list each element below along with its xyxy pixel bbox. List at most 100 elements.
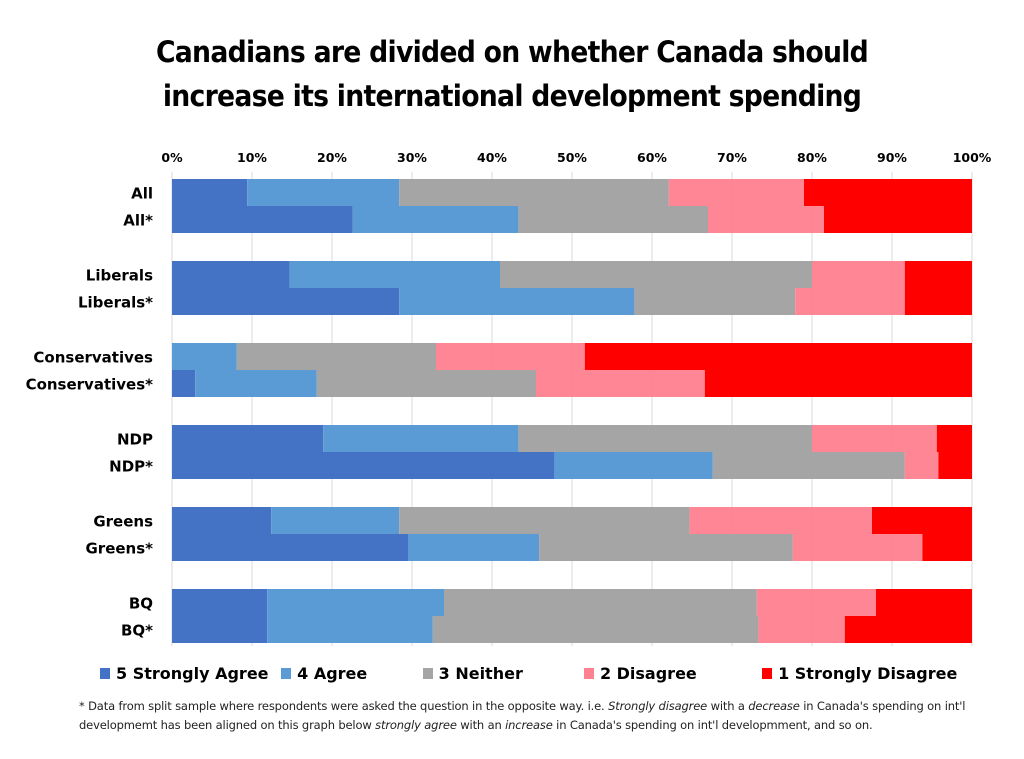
bar-segment [872, 507, 972, 534]
category-label: BQ [129, 595, 153, 613]
bar-segment [712, 452, 905, 479]
bar-segment [904, 261, 972, 288]
bar-segment [554, 452, 713, 479]
chart-legend: 5 Strongly Agree 4 Agree 3 Neither 2 Disagr… [100, 664, 960, 683]
legend-swatch [281, 668, 292, 679]
bar-segment [518, 206, 708, 233]
category-label: All* [123, 212, 153, 230]
x-tick-label: 90% [877, 150, 907, 165]
footnote-text: in Canada's spending on int'l developmme… [552, 718, 873, 732]
bar-segment [539, 534, 793, 561]
bar-segment [812, 261, 905, 288]
bar-segment [172, 179, 248, 206]
bar-segment [936, 425, 972, 452]
x-tick-label: 60% [637, 150, 667, 165]
legend-item: 4 Agree [281, 664, 423, 683]
legend-label: 3 Neither [438, 664, 523, 683]
x-tick-label: 80% [797, 150, 827, 165]
bar-segment [289, 261, 500, 288]
bar-segment [172, 589, 268, 616]
legend-label: 5 Strongly Agree [116, 664, 269, 683]
legend-item: 2 Disagree [583, 664, 762, 683]
x-tick-label: 40% [477, 150, 507, 165]
bar-segment [352, 206, 519, 233]
category-label: Greens [93, 513, 153, 531]
bar-segment [172, 261, 290, 288]
bar-segment [536, 370, 705, 397]
bar-segment [195, 370, 317, 397]
chart-title-line-2: increase its international development s… [162, 79, 862, 113]
footnote-text: * Data from split sample where responden… [79, 699, 609, 713]
legend-label: 1 Strongly Disagree [778, 664, 958, 683]
bar-segment [172, 507, 272, 534]
bar-segment [172, 206, 353, 233]
bar-segment [316, 370, 536, 397]
bar-segment [668, 179, 804, 206]
legend-label: 4 Agree [297, 664, 368, 683]
x-tick-label: 10% [237, 150, 267, 165]
category-label: NDP* [109, 458, 153, 476]
x-tick-label: 50% [557, 150, 587, 165]
footnote-emphasis: decrease [748, 699, 800, 713]
bar-segment [432, 616, 759, 643]
footnote-emphasis: Strongly disagree [608, 699, 708, 713]
category-label: Greens* [85, 540, 153, 558]
bar-segment [758, 616, 845, 643]
bar-segment [172, 370, 196, 397]
legend-swatch [422, 668, 433, 679]
chart-plot: 0% 10% 20% 30% 40% 50% 60% 70% 80% 90% 100% All All*… [26, 150, 992, 646]
bar-segment [824, 206, 972, 233]
bar-segment [500, 261, 812, 288]
footnote-text: with a [707, 699, 749, 713]
bar-segment [812, 425, 937, 452]
bar-segment [844, 616, 972, 643]
bar-segment [172, 534, 408, 561]
footnote-text: with an [456, 718, 506, 732]
footnote-text: in Canada's spending on int'l developmem… [79, 699, 966, 732]
bar-segment [708, 206, 824, 233]
bar-segment [689, 507, 872, 534]
x-tick-label: 70% [717, 150, 747, 165]
bar-segment [172, 452, 555, 479]
category-label: All [131, 185, 153, 203]
legend-swatch [583, 668, 594, 679]
bar-segment [584, 343, 972, 370]
category-label: BQ* [121, 622, 153, 640]
x-tick-label: 100% [953, 150, 992, 165]
category-label: Conservatives [33, 349, 153, 367]
bar-segment [795, 288, 905, 315]
bar-segment [876, 589, 972, 616]
legend-item: 1 Strongly Disagree [762, 664, 960, 683]
chart-title-line-1: Canadians are divided on whether Canada … [155, 35, 869, 69]
bar-segment [267, 589, 444, 616]
legend-item: 5 Strongly Agree [100, 664, 281, 683]
bar-segment [904, 288, 972, 315]
chart-footnote: * Data from split sample where responden… [79, 697, 999, 735]
bar-segment [247, 179, 400, 206]
bar-segment [267, 616, 433, 643]
bar-segment [172, 343, 237, 370]
x-tick-label: 30% [397, 150, 427, 165]
bar-segment [271, 507, 400, 534]
bar-segment [444, 589, 757, 616]
bar-segment [634, 288, 796, 315]
category-label: Liberals* [78, 294, 153, 312]
footnote-emphasis: increase [505, 718, 553, 732]
bar-segment [172, 616, 268, 643]
bar-segment [518, 425, 812, 452]
bar-segment [922, 534, 972, 561]
bar-segment [938, 452, 972, 479]
legend-swatch [100, 668, 110, 679]
bar-segment [904, 452, 939, 479]
bar-segment [704, 370, 972, 397]
bar-segment [323, 425, 519, 452]
category-label: Conservatives* [26, 376, 154, 394]
category-label: NDP [117, 431, 153, 449]
chart-title: Canadians are divided on whether Canada … [41, 30, 983, 118]
bar-segment [408, 534, 540, 561]
bar-segment [436, 343, 585, 370]
legend-swatch [762, 668, 773, 679]
x-tick-label: 20% [317, 150, 347, 165]
category-label: Liberals [86, 267, 153, 285]
x-tick-label: 0% [161, 150, 183, 165]
